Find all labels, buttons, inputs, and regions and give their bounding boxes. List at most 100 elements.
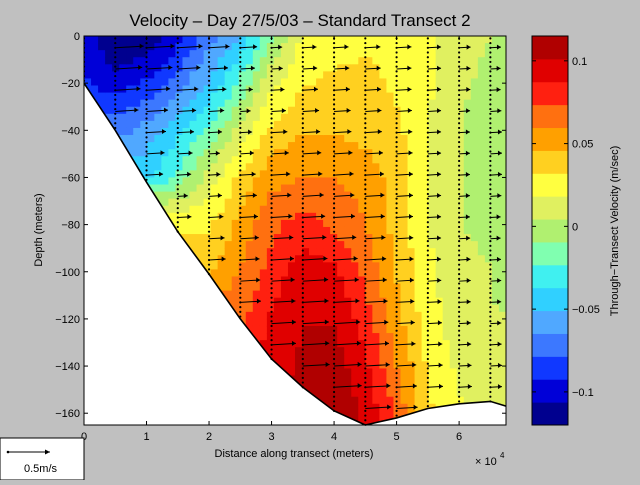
- sample-point: [332, 117, 336, 120]
- sample-point: [301, 150, 304, 153]
- sample-point: [207, 122, 211, 125]
- field-cell: [442, 156, 451, 164]
- velocity-arrow: [240, 171, 256, 177]
- field-cell: [379, 325, 388, 334]
- x-exponent-base: × 10: [475, 456, 497, 468]
- field-cell: [470, 340, 479, 348]
- sample-point: [489, 51, 492, 54]
- field-cell: [449, 290, 458, 299]
- field-cell: [337, 71, 345, 80]
- field-cell: [295, 163, 303, 171]
- field-cell: [470, 156, 479, 164]
- field-cell: [484, 205, 493, 214]
- field-cell: [295, 368, 303, 377]
- field-cell: [435, 142, 444, 150]
- field-cell: [484, 219, 493, 228]
- sample-point: [364, 329, 367, 332]
- arrow-head: [380, 171, 385, 177]
- field-cell: [498, 226, 506, 235]
- field-cell: [302, 219, 310, 228]
- field-cell: [196, 170, 205, 179]
- field-cell: [491, 325, 500, 334]
- velocity-arrow: [396, 235, 414, 241]
- sample-point: [301, 211, 304, 214]
- sample-point: [301, 329, 304, 332]
- field-cell: [365, 226, 373, 235]
- field-cell: [231, 50, 240, 58]
- sample-point: [301, 343, 304, 346]
- velocity-arrow: [459, 87, 471, 93]
- field-cell: [379, 354, 388, 362]
- field-cell: [154, 135, 162, 143]
- field-cell: [203, 262, 212, 270]
- arrow-shaft: [334, 321, 361, 325]
- field-cell: [189, 241, 198, 249]
- field-cell: [168, 78, 177, 87]
- field-cell: [435, 135, 444, 143]
- velocity-arrow: [302, 298, 329, 304]
- sample-point: [207, 117, 211, 120]
- field-cell: [337, 311, 345, 320]
- velocity-arrow: [146, 86, 171, 92]
- sample-point: [489, 202, 492, 205]
- field-cell: [112, 106, 120, 115]
- field-cell: [470, 36, 479, 44]
- arrow-head: [287, 192, 292, 198]
- field-cell: [259, 113, 268, 122]
- field-cell: [266, 113, 275, 122]
- field-cell: [379, 184, 388, 193]
- sample-point: [364, 89, 367, 92]
- arrow-head: [465, 193, 470, 199]
- field-cell: [98, 64, 106, 72]
- field-cell: [302, 347, 310, 355]
- field-cell: [414, 347, 423, 355]
- velocity-arrow: [240, 256, 260, 262]
- field-cell: [470, 64, 479, 72]
- sample-point: [176, 178, 179, 181]
- field-cell: [386, 234, 395, 242]
- field-cell: [309, 226, 317, 235]
- colorbar-swatch: [532, 287, 568, 312]
- sample-point: [395, 117, 398, 120]
- field-cell: [330, 389, 338, 398]
- colorbar-swatch: [532, 58, 568, 83]
- field-cell: [393, 248, 402, 256]
- field-cell: [365, 269, 373, 278]
- field-cell: [302, 92, 310, 101]
- field-cell: [295, 318, 303, 327]
- field-cell: [147, 78, 155, 87]
- field-cell: [196, 78, 205, 87]
- field-cell: [182, 142, 191, 150]
- field-cell: [372, 92, 380, 101]
- velocity-arrow: [490, 150, 503, 156]
- field-cell: [400, 290, 409, 299]
- arrow-head: [467, 362, 472, 368]
- sample-point: [426, 329, 429, 332]
- arrow-head: [290, 277, 295, 283]
- field-cell: [484, 234, 493, 242]
- sample-point: [489, 145, 492, 148]
- sample-point: [395, 131, 398, 134]
- arrow-head: [222, 86, 227, 92]
- sample-point: [489, 301, 492, 304]
- sample-point: [364, 240, 367, 243]
- field-cell: [245, 248, 254, 256]
- field-cell: [91, 64, 99, 72]
- sample-point: [364, 348, 367, 351]
- field-cell: [456, 64, 465, 72]
- field-cell: [323, 219, 331, 228]
- field-cell: [175, 142, 184, 150]
- sample-point: [207, 112, 211, 115]
- field-cell: [302, 333, 310, 341]
- field-cell: [351, 198, 359, 207]
- field-cell: [449, 184, 458, 193]
- field-cell: [217, 113, 226, 122]
- sample-point: [489, 334, 492, 337]
- field-cell: [287, 241, 296, 249]
- y-tick-label: −160: [55, 408, 80, 420]
- sample-point: [364, 235, 367, 238]
- field-cell: [491, 191, 500, 200]
- field-cell: [309, 325, 317, 334]
- sample-point: [395, 353, 398, 356]
